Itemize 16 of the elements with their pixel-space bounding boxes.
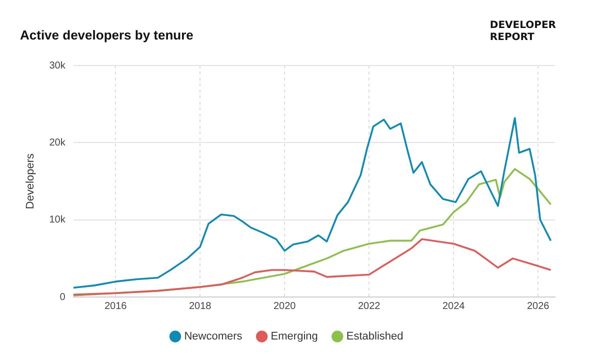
x-tick-label: 2020 [273, 300, 296, 312]
y-tick-label: 10k [49, 214, 66, 226]
text: DEVELOPER REPORT [490, 20, 556, 44]
y-tick-label: 30k [49, 60, 66, 72]
x-tick-label: 2016 [104, 300, 128, 312]
x-tick-label: 2022 [358, 300, 381, 312]
chart-title: Active developers by tenure [20, 27, 194, 42]
legend-label: Established [346, 330, 404, 343]
x-tick-label: 2018 [188, 300, 212, 312]
y-axis-title: Developers [24, 152, 37, 210]
legend-label: Emerging [270, 330, 318, 343]
y-tick-label: 20k [49, 137, 66, 148]
legend-label: Newcomers [184, 330, 243, 343]
y-tick-label: 0 [60, 292, 66, 303]
x-tick-label: 2026 [526, 300, 550, 312]
x-tick-label: 2024 [442, 300, 466, 312]
